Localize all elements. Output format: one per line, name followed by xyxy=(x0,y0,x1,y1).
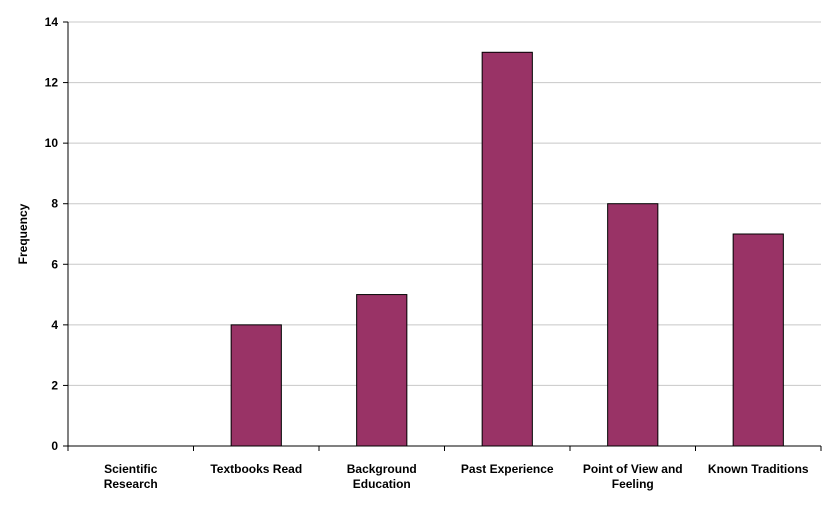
y-tick-label: 0 xyxy=(51,439,58,453)
y-tick-label: 14 xyxy=(45,15,59,29)
bars xyxy=(230,51,784,447)
x-tick-label: Textbooks Read xyxy=(210,462,302,476)
y-tick-label: 2 xyxy=(51,378,58,392)
bar-4 xyxy=(607,203,659,447)
x-tick-label: Education xyxy=(353,477,411,491)
y-tick-label: 12 xyxy=(45,76,59,90)
x-tick-label: Past Experience xyxy=(461,462,554,476)
gridlines xyxy=(68,21,821,386)
x-tick-label: Research xyxy=(104,477,158,491)
bar-5 xyxy=(732,233,784,447)
axes xyxy=(63,21,822,451)
y-tick-label: 8 xyxy=(51,197,58,211)
y-axis-title: Frequency xyxy=(16,203,30,264)
x-tick-label: Point of View and xyxy=(583,462,683,476)
x-tick-label: Known Traditions xyxy=(708,462,809,476)
y-tick-label: 6 xyxy=(51,257,58,271)
y-tick-label: 4 xyxy=(51,318,58,332)
bar-2 xyxy=(356,294,408,447)
y-tick-label: 10 xyxy=(45,136,59,150)
x-tick-label: Background xyxy=(347,462,417,476)
bar-1 xyxy=(230,324,282,447)
bar-3 xyxy=(481,51,533,447)
x-tick-label: Feeling xyxy=(612,477,654,491)
x-tick-label: Scientific xyxy=(104,462,158,476)
